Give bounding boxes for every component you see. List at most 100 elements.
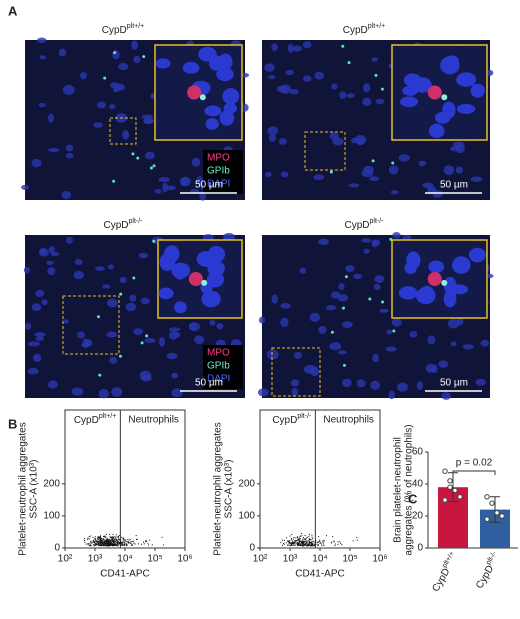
event-dot <box>331 541 333 543</box>
event-dot <box>298 540 300 542</box>
nucleus <box>443 165 455 176</box>
event-dot <box>108 542 110 544</box>
event-dot <box>93 539 95 541</box>
event-dot <box>117 543 119 545</box>
gate-population: Neutrophils <box>128 415 179 426</box>
event-dot <box>297 543 299 545</box>
label-superscript: plt-/- <box>297 413 312 420</box>
event-dot <box>106 541 108 543</box>
plot-frame <box>259 409 381 549</box>
nucleus <box>61 190 72 200</box>
nucleus <box>302 41 312 49</box>
nucleus <box>107 264 114 270</box>
event-dot <box>111 544 113 546</box>
nucleus <box>267 126 279 136</box>
event-dot <box>117 542 119 544</box>
event-dot <box>134 543 136 545</box>
event-dot <box>115 539 117 541</box>
event-dot <box>112 541 114 543</box>
event-dot <box>121 543 123 545</box>
event-dot <box>309 539 311 541</box>
event-dot <box>314 544 316 546</box>
event-dot <box>163 544 165 546</box>
nucleus <box>390 190 399 195</box>
platelet <box>136 156 140 160</box>
nucleus <box>450 146 460 152</box>
event-dot <box>92 543 94 545</box>
event-dot <box>94 538 96 540</box>
nucleus <box>119 276 127 284</box>
nucleus <box>427 335 436 345</box>
nucleus <box>318 325 327 334</box>
event-dot <box>120 544 122 546</box>
event-dot <box>104 535 106 537</box>
event-dot <box>94 536 96 538</box>
event-dot <box>307 544 309 546</box>
event-dot <box>333 541 335 543</box>
nucleus <box>25 322 32 330</box>
nucleus <box>158 337 166 347</box>
event-dot <box>293 543 295 545</box>
nucleus <box>73 270 84 280</box>
event-dot <box>108 542 110 544</box>
event-dot <box>90 541 92 543</box>
event-dot <box>112 543 114 545</box>
event-dot <box>122 540 124 542</box>
event-dot <box>288 542 290 544</box>
event-dot <box>118 541 120 543</box>
event-dot <box>287 541 289 543</box>
event-dot <box>309 538 311 540</box>
event-dot <box>308 538 310 540</box>
nucleus <box>31 303 42 312</box>
event-dot <box>123 538 125 540</box>
nucleus <box>258 316 266 324</box>
event-dot <box>119 542 121 544</box>
nucleus <box>292 45 302 52</box>
nucleus <box>398 154 410 162</box>
event-dot <box>305 538 307 540</box>
event-dot <box>295 539 297 541</box>
event-dot <box>103 536 105 538</box>
event-dot <box>288 540 290 542</box>
nucleus <box>452 256 471 274</box>
nucleus <box>65 152 74 159</box>
event-dot <box>300 544 302 546</box>
event-dot <box>114 543 116 545</box>
event-dot <box>99 539 101 541</box>
event-dot <box>296 536 298 538</box>
label-superscript: plt-/- <box>370 218 385 225</box>
event-dot <box>122 537 124 539</box>
nucleus <box>171 388 183 398</box>
event-dot <box>115 544 117 546</box>
event-dot <box>92 536 94 538</box>
nucleus <box>112 49 120 60</box>
event-dot <box>104 542 106 544</box>
event-dot <box>97 538 99 540</box>
event-dot <box>93 541 95 543</box>
event-dot <box>315 540 317 542</box>
event-dot <box>99 535 101 537</box>
event-dot <box>312 538 314 540</box>
event-dot <box>119 539 121 541</box>
event-dot <box>295 540 297 542</box>
event-dot <box>293 542 295 544</box>
event-dot <box>111 539 113 541</box>
event-dot <box>100 538 102 540</box>
nucleus <box>65 236 73 244</box>
event-dot <box>306 540 308 542</box>
platelet <box>98 373 102 377</box>
event-dot <box>90 544 92 546</box>
event-dot <box>116 539 118 541</box>
y-axis-label: Brain platelet-neutrophil <box>393 437 404 543</box>
label-main: CypD <box>343 25 368 36</box>
event-dot <box>295 537 297 539</box>
platelet <box>140 341 144 345</box>
nucleus <box>363 248 370 254</box>
roi-box <box>62 295 120 355</box>
nucleus <box>125 302 137 312</box>
data-point <box>484 494 490 500</box>
nucleus <box>182 61 200 74</box>
nucleus <box>95 266 105 271</box>
event-dot <box>113 545 115 547</box>
event-dot <box>104 536 106 538</box>
